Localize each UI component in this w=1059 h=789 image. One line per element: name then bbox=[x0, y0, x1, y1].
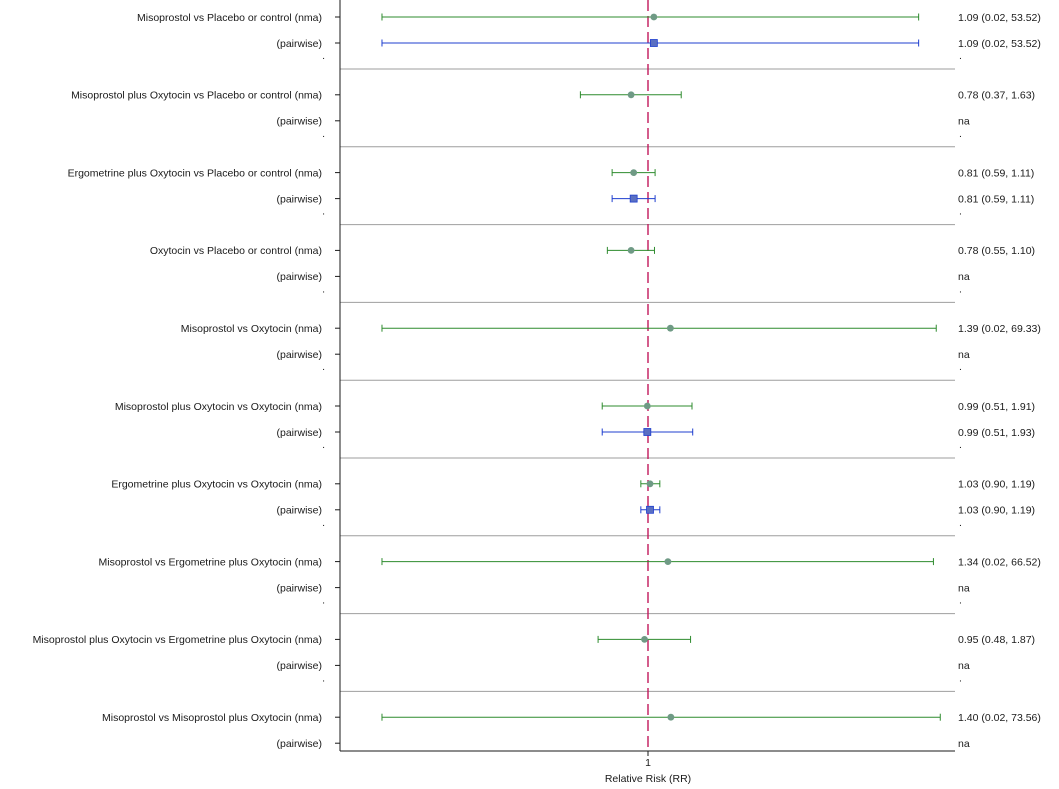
row-label: Oxytocin vs Placebo or control (nma) bbox=[150, 245, 322, 257]
ci-label: na bbox=[958, 271, 970, 283]
ci-label: 0.95 (0.48, 1.87) bbox=[958, 634, 1035, 646]
point-estimate-marker bbox=[630, 169, 638, 177]
separator-mark: . bbox=[959, 128, 962, 140]
row-label: (pairwise) bbox=[276, 738, 322, 750]
separator-mark: . bbox=[959, 595, 962, 607]
point-estimate-marker bbox=[643, 402, 651, 410]
ci-label: 0.78 (0.55, 1.10) bbox=[958, 245, 1035, 257]
group-separators: .................. bbox=[322, 50, 962, 692]
ci-label: 1.40 (0.02, 73.56) bbox=[958, 712, 1041, 724]
row-label: Misoprostol vs Ergometrine plus Oxytocin… bbox=[99, 556, 323, 568]
point-estimate-marker bbox=[666, 324, 674, 332]
point-estimate-marker bbox=[667, 713, 675, 721]
ci-label: na bbox=[958, 660, 970, 672]
row-label: (pairwise) bbox=[276, 427, 322, 439]
ci-label: 1.34 (0.02, 66.52) bbox=[958, 556, 1041, 568]
ci-label: 0.81 (0.59, 1.11) bbox=[958, 193, 1034, 205]
row-label: Misoprostol plus Oxytocin vs Ergometrine… bbox=[33, 634, 322, 646]
row-label: (pairwise) bbox=[276, 349, 322, 361]
ci-label: 0.99 (0.51, 1.91) bbox=[958, 401, 1035, 413]
ci-label: 0.99 (0.51, 1.93) bbox=[958, 427, 1035, 439]
separator-mark: . bbox=[959, 672, 962, 684]
point-estimate-marker bbox=[643, 428, 652, 436]
ci-label: 1.03 (0.90, 1.19) bbox=[958, 479, 1035, 491]
separator-mark: . bbox=[959, 50, 962, 62]
point-estimate-marker bbox=[646, 480, 654, 488]
point-estimate-marker bbox=[627, 247, 635, 254]
row-label: (pairwise) bbox=[276, 116, 322, 128]
separator-mark: . bbox=[322, 439, 325, 451]
separator-mark: . bbox=[322, 672, 325, 684]
ci-label: 1.03 (0.90, 1.19) bbox=[958, 505, 1035, 517]
x-axis-label: Relative Risk (RR) bbox=[605, 773, 691, 785]
row-label: Ergometrine plus Oxytocin vs Placebo or … bbox=[68, 167, 322, 179]
separator-mark: . bbox=[959, 206, 962, 218]
row-label: Ergometrine plus Oxytocin vs Oxytocin (n… bbox=[111, 479, 322, 491]
separator-mark: . bbox=[959, 283, 962, 295]
row-label: Misoprostol vs Misoprostol plus Oxytocin… bbox=[102, 712, 322, 724]
ci-label: 1.09 (0.02, 53.52) bbox=[958, 12, 1041, 24]
x-tick-label: 1 bbox=[645, 757, 651, 769]
point-estimate-marker bbox=[641, 636, 648, 643]
ci-label: na bbox=[958, 738, 970, 750]
separator-mark: . bbox=[322, 283, 325, 295]
ci-label: na bbox=[958, 116, 970, 128]
point-estimate-marker bbox=[646, 505, 654, 514]
row-label: Misoprostol vs Placebo or control (nma) bbox=[137, 12, 322, 24]
separator-mark: . bbox=[959, 517, 962, 529]
point-estimate-marker bbox=[649, 39, 658, 47]
row-label: (pairwise) bbox=[276, 271, 322, 283]
row-label: Misoprostol plus Oxytocin vs Oxytocin (n… bbox=[115, 401, 322, 413]
x-axis-ticks: 1 bbox=[645, 751, 651, 769]
separator-mark: . bbox=[322, 128, 325, 140]
separator-mark: . bbox=[959, 439, 962, 451]
row-label: (pairwise) bbox=[276, 38, 322, 50]
ci-label: na bbox=[958, 349, 970, 361]
separator-mark: . bbox=[322, 595, 325, 607]
ci-label: 0.78 (0.37, 1.63) bbox=[958, 90, 1035, 102]
separator-mark: . bbox=[322, 50, 325, 62]
row-label: (pairwise) bbox=[276, 582, 322, 594]
point-estimate-marker bbox=[650, 13, 658, 21]
point-estimate-marker bbox=[664, 558, 672, 565]
row-label: Misoprostol vs Oxytocin (nma) bbox=[181, 323, 322, 335]
separator-mark: . bbox=[959, 361, 962, 373]
separator-mark: . bbox=[322, 361, 325, 373]
forest-rows: Misoprostol vs Placebo or control (nma) 1… bbox=[33, 12, 1041, 750]
ci-label: 1.09 (0.02, 53.52) bbox=[958, 38, 1041, 50]
ci-label: na bbox=[958, 582, 970, 594]
ci-label: 0.81 (0.59, 1.11) bbox=[958, 167, 1034, 179]
row-label: (pairwise) bbox=[276, 193, 322, 205]
row-label: (pairwise) bbox=[276, 660, 322, 672]
ci-label: 1.39 (0.02, 69.33) bbox=[958, 323, 1041, 335]
row-label: Misoprostol plus Oxytocin vs Placebo or … bbox=[71, 90, 322, 102]
point-estimate-marker bbox=[629, 194, 638, 203]
point-estimate-marker bbox=[627, 91, 635, 99]
separator-mark: . bbox=[322, 206, 325, 218]
row-label: (pairwise) bbox=[276, 505, 322, 517]
separator-mark: . bbox=[322, 517, 325, 529]
